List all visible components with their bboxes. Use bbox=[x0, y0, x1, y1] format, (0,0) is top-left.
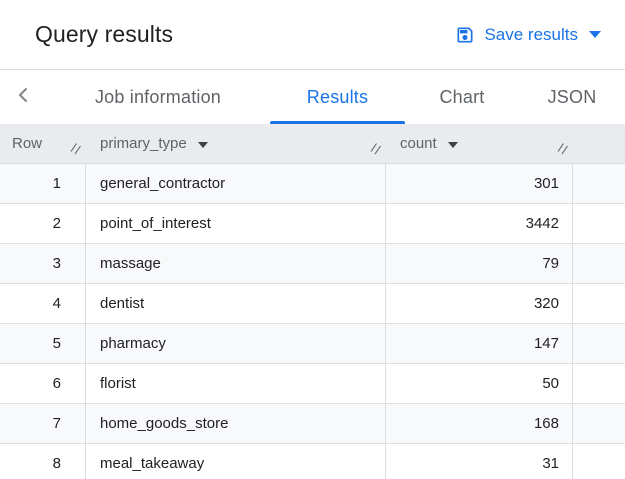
cell-row-number: 6 bbox=[0, 364, 86, 403]
cell-empty bbox=[573, 244, 625, 283]
column-header-primary-type[interactable]: primary_type bbox=[86, 124, 386, 163]
cell-count[interactable]: 301 bbox=[386, 164, 573, 203]
tab-label: Job information bbox=[94, 86, 222, 107]
tab-results[interactable]: Results bbox=[270, 70, 405, 124]
tab-bar: Job information Results Chart JSON bbox=[0, 70, 625, 124]
cell-primary-type[interactable]: florist bbox=[86, 364, 386, 403]
tab-label: Results bbox=[306, 86, 369, 107]
cell-count[interactable]: 147 bbox=[386, 324, 573, 363]
cell-primary-type[interactable]: point_of_interest bbox=[86, 204, 386, 243]
cell-count[interactable]: 31 bbox=[386, 444, 573, 479]
column-header-empty bbox=[573, 124, 625, 163]
cell-row-number: 5 bbox=[0, 324, 86, 363]
cell-empty bbox=[573, 364, 625, 403]
table-row: 4 dentist 320 bbox=[0, 284, 625, 324]
chevron-left-icon bbox=[17, 85, 29, 110]
collapse-panel-button[interactable] bbox=[0, 70, 46, 124]
cell-empty bbox=[573, 164, 625, 203]
table-header-row: Row primary_type count bbox=[0, 124, 625, 164]
column-label: primary_type bbox=[100, 135, 187, 152]
save-results-label: Save results bbox=[484, 24, 578, 44]
cell-primary-type[interactable]: general_contractor bbox=[86, 164, 386, 203]
cell-count[interactable]: 50 bbox=[386, 364, 573, 403]
table-row: 6 florist 50 bbox=[0, 364, 625, 404]
cell-empty bbox=[573, 324, 625, 363]
tab-chart[interactable]: Chart bbox=[405, 70, 519, 124]
cell-row-number: 7 bbox=[0, 404, 86, 443]
table-row: 5 pharmacy 147 bbox=[0, 324, 625, 364]
cell-primary-type[interactable]: home_goods_store bbox=[86, 404, 386, 443]
tab-label: Chart bbox=[439, 86, 485, 107]
cell-empty bbox=[573, 284, 625, 323]
column-label: count bbox=[400, 135, 437, 152]
table-row: 8 meal_takeaway 31 bbox=[0, 444, 625, 479]
table-row: 1 general_contractor 301 bbox=[0, 164, 625, 204]
cell-row-number: 4 bbox=[0, 284, 86, 323]
cell-primary-type[interactable]: meal_takeaway bbox=[86, 444, 386, 479]
tab-json[interactable]: JSON bbox=[519, 70, 625, 124]
cell-empty bbox=[573, 404, 625, 443]
cell-count[interactable]: 320 bbox=[386, 284, 573, 323]
column-label: Row bbox=[12, 135, 43, 152]
cell-primary-type[interactable]: massage bbox=[86, 244, 386, 283]
page-title: Query results bbox=[35, 21, 174, 47]
panel-header: Query results Save results bbox=[0, 0, 625, 70]
cell-row-number: 8 bbox=[0, 444, 86, 479]
cell-count[interactable]: 3442 bbox=[386, 204, 573, 243]
cell-empty bbox=[573, 444, 625, 479]
column-header-row: Row bbox=[0, 124, 86, 163]
cell-row-number: 2 bbox=[0, 204, 86, 243]
cell-primary-type[interactable]: dentist bbox=[86, 284, 386, 323]
table-row: 3 massage 79 bbox=[0, 244, 625, 284]
cell-count[interactable]: 79 bbox=[386, 244, 573, 283]
column-header-count[interactable]: count bbox=[386, 124, 573, 163]
table-row: 7 home_goods_store 168 bbox=[0, 404, 625, 444]
save-results-button[interactable]: Save results bbox=[451, 19, 605, 51]
cell-row-number: 1 bbox=[0, 164, 86, 203]
save-icon bbox=[455, 25, 475, 45]
results-table: Row primary_type count bbox=[0, 124, 625, 479]
cell-row-number: 3 bbox=[0, 244, 86, 283]
cell-primary-type[interactable]: pharmacy bbox=[86, 324, 386, 363]
cell-empty bbox=[573, 204, 625, 243]
tab-label: JSON bbox=[547, 86, 597, 107]
tab-job-information[interactable]: Job information bbox=[46, 70, 270, 124]
column-resize-handle-icon[interactable] bbox=[370, 142, 383, 159]
column-menu-caret-icon[interactable] bbox=[447, 141, 458, 148]
table-row: 2 point_of_interest 3442 bbox=[0, 204, 625, 244]
column-resize-handle-icon[interactable] bbox=[557, 142, 570, 159]
column-resize-handle-icon[interactable] bbox=[70, 142, 83, 159]
column-menu-caret-icon[interactable] bbox=[197, 141, 208, 148]
caret-down-icon bbox=[589, 31, 601, 38]
cell-count[interactable]: 168 bbox=[386, 404, 573, 443]
